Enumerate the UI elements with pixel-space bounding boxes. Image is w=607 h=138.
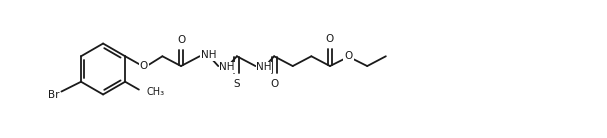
Text: S: S bbox=[234, 79, 240, 89]
Text: CH₃: CH₃ bbox=[147, 87, 165, 97]
Text: O: O bbox=[326, 34, 334, 44]
Text: O: O bbox=[177, 35, 185, 46]
Text: NH: NH bbox=[201, 50, 216, 60]
Text: NH: NH bbox=[219, 62, 235, 72]
Text: O: O bbox=[270, 79, 278, 89]
Text: NH: NH bbox=[257, 62, 272, 72]
Text: O: O bbox=[140, 61, 148, 71]
Text: O: O bbox=[344, 51, 353, 61]
Text: Br: Br bbox=[48, 91, 59, 100]
